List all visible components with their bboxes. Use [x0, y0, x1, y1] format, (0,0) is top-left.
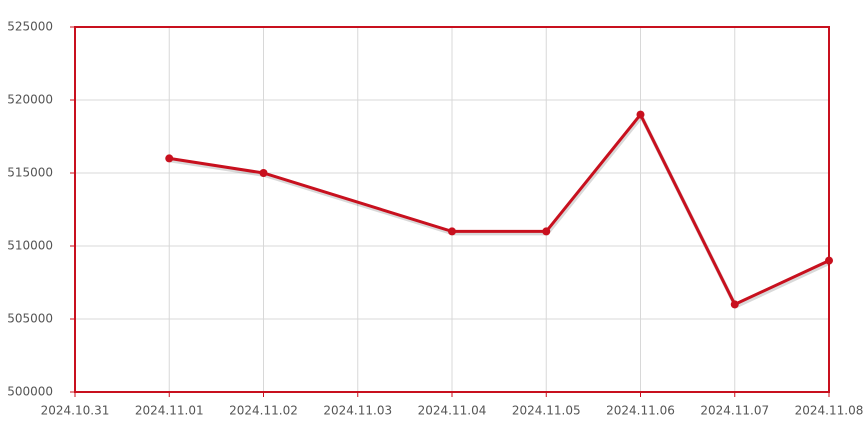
point: [730, 300, 739, 309]
line-shadow: [169, 112, 831, 310]
x-tick-label: 2024.11.05: [512, 404, 581, 418]
y-tick-label: 500000: [7, 385, 53, 399]
line: [169, 111, 830, 307]
x-tick-label: 2024.11.06: [606, 404, 675, 418]
y-tick-label: 525000: [7, 20, 53, 34]
x-tick-label: 2024.10.31: [41, 404, 110, 418]
x-tick-label: 2024.11.07: [700, 404, 769, 418]
point: [542, 227, 551, 236]
point: [636, 110, 645, 119]
point: [165, 154, 174, 163]
point: [825, 256, 833, 265]
plot-frame: [74, 26, 830, 393]
y-tick-label: 510000: [7, 239, 53, 253]
x-tick-label: 2024.11.04: [418, 404, 487, 418]
x-tick-label: 2024.11.03: [323, 404, 392, 418]
x-tick-label: 2024.11.02: [229, 404, 298, 418]
point: [448, 227, 456, 236]
x-tick-label: 2024.11.01: [135, 404, 204, 418]
y-tick-label: 505000: [7, 312, 53, 326]
y-tick-label: 515000: [7, 166, 53, 180]
point: [259, 169, 268, 177]
x-tick-label: 2024.11.08: [795, 404, 864, 418]
y-tick-label: 520000: [7, 93, 53, 107]
